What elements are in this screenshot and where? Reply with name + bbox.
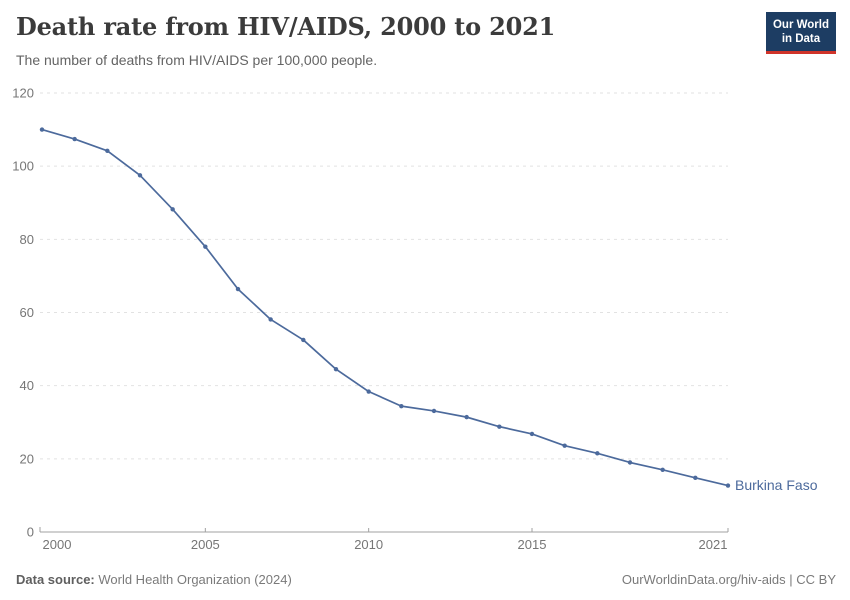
chart-subtitle: The number of deaths from HIV/AIDS per 1…: [16, 52, 378, 68]
y-tick-label: 120: [12, 86, 34, 101]
x-tick-label: 2015: [518, 537, 547, 552]
y-tick-label: 100: [12, 159, 34, 174]
x-tick-label: 2005: [191, 537, 220, 552]
data-point[interactable]: [529, 431, 535, 437]
data-point[interactable]: [725, 483, 731, 488]
data-point[interactable]: [627, 460, 633, 465]
data-point[interactable]: [562, 443, 567, 448]
data-point[interactable]: [268, 317, 273, 322]
data-point[interactable]: [464, 414, 469, 420]
y-tick-label: 60: [20, 305, 34, 320]
x-tick-label: 2021: [699, 537, 728, 552]
data-point[interactable]: [333, 367, 339, 372]
owid-logo-line1: Our World: [772, 19, 829, 31]
owid-logo[interactable]: Our World in Data: [765, 12, 836, 54]
data-point[interactable]: [399, 403, 404, 409]
data-point[interactable]: [366, 389, 371, 394]
data-point[interactable]: [235, 286, 241, 292]
data-point[interactable]: [137, 173, 143, 178]
owid-logo-line2: in Data: [781, 33, 821, 46]
credit-link[interactable]: OurWorldinData.org/hiv-aids | CC BY: [621, 572, 836, 587]
data-source-text: World Health Organization (2024): [94, 572, 292, 587]
series-label[interactable]: Burkina Faso: [735, 477, 818, 493]
data-source-label: Data source:: [16, 572, 95, 587]
chart-svg: 0 20 40 60 80 100 120 2000 2005 2010 2015 2021 Burki…: [12, 86, 818, 553]
data-point[interactable]: [693, 475, 698, 481]
data-point[interactable]: [170, 207, 175, 212]
data-point[interactable]: [72, 136, 77, 142]
y-tick-label: 40: [20, 378, 34, 393]
x-tick-label: 2010: [354, 537, 383, 552]
data-point[interactable]: [660, 467, 665, 473]
y-tick-label: 20: [20, 451, 34, 466]
data-point[interactable]: [595, 451, 600, 456]
chart-footer: Data source: World Health Organization (…: [16, 572, 836, 587]
data-source: Data source: World Health Organization (…: [16, 572, 292, 587]
data-point[interactable]: [497, 424, 502, 429]
y-tick-label: 80: [20, 232, 34, 247]
data-point[interactable]: [203, 244, 208, 249]
series-line[interactable]: [41, 128, 729, 487]
data-point[interactable]: [301, 337, 306, 343]
data-point[interactable]: [431, 408, 437, 414]
data-point[interactable]: [105, 148, 110, 154]
data-point[interactable]: [39, 127, 45, 132]
y-tick-label: 0: [27, 525, 34, 540]
chart-title: Death rate from HIV/AIDS, 2000 to 2021: [16, 12, 556, 41]
x-tick-label: 2000: [43, 537, 72, 552]
